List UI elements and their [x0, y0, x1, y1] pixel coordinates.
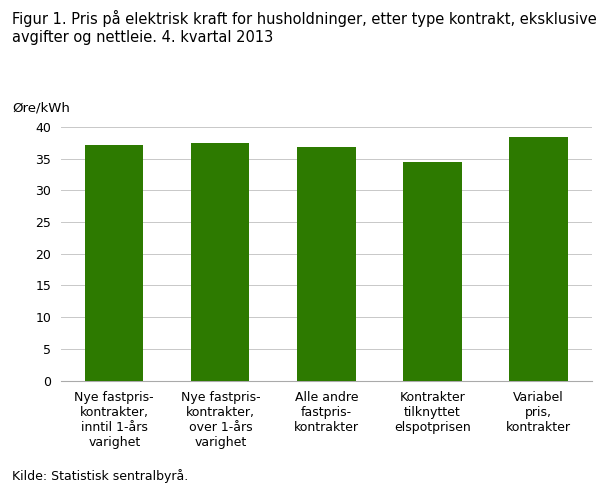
Bar [403, 162, 462, 381]
Text: Kilde: Statistisk sentralbyrå.: Kilde: Statistisk sentralbyrå. [12, 469, 188, 483]
Bar [191, 142, 249, 381]
Bar [297, 147, 356, 381]
Bar [85, 144, 143, 381]
Text: Figur 1. Pris på elektrisk kraft for husholdninger, etter type kontrakt, eksklus: Figur 1. Pris på elektrisk kraft for hus… [12, 10, 597, 45]
Bar [509, 137, 567, 381]
Text: Øre/kWh: Øre/kWh [12, 102, 70, 115]
